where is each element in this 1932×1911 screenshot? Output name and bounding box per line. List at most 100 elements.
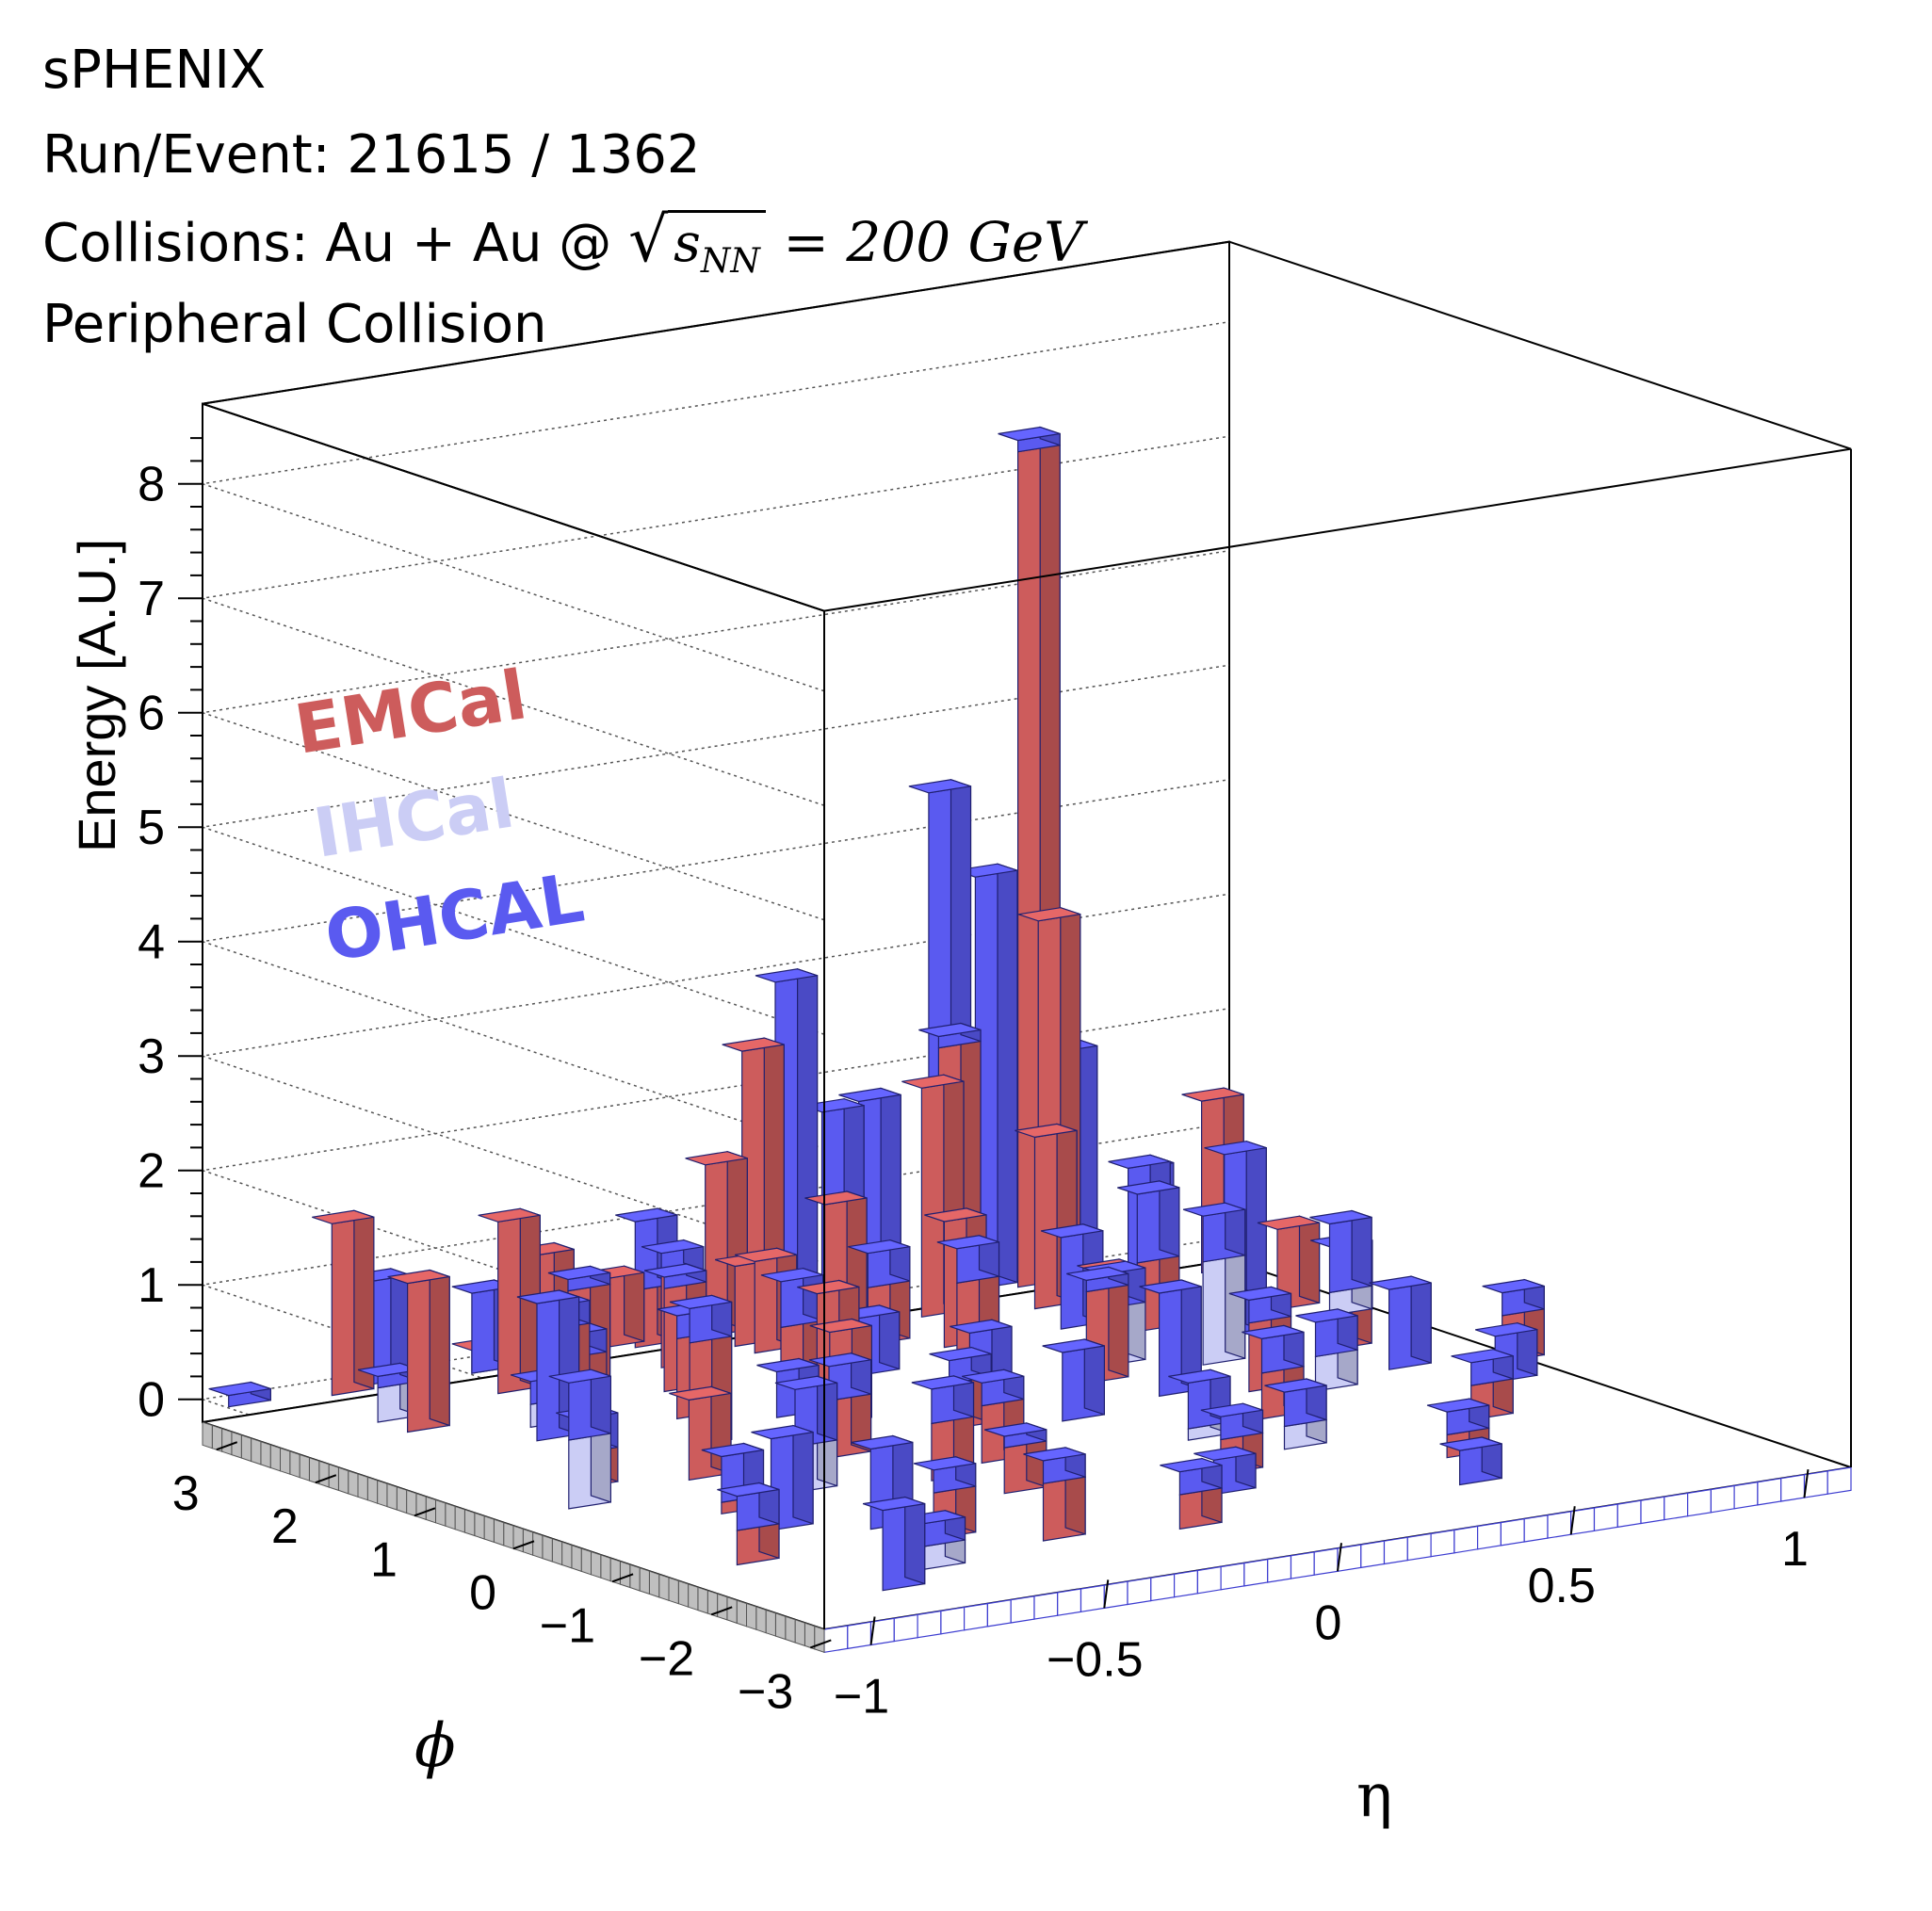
tower-top xyxy=(1181,1087,1244,1102)
floor-strip-phi xyxy=(785,1615,796,1644)
floor-strip-phi xyxy=(794,1619,805,1647)
floor-strip-eta xyxy=(1733,1481,1759,1510)
floor-strip-phi xyxy=(251,1437,262,1466)
floor-strip-phi xyxy=(260,1440,271,1469)
tower-top xyxy=(1018,907,1080,922)
floor-strip-eta xyxy=(1150,1573,1176,1602)
floor-strip-phi xyxy=(240,1434,252,1463)
eta-tick-label: −0.5 xyxy=(1047,1632,1144,1687)
floor-strip-phi xyxy=(688,1583,699,1611)
tower-side-emcal xyxy=(1108,1277,1129,1378)
floor-strip-phi xyxy=(503,1521,514,1549)
tower-top xyxy=(797,1279,860,1295)
tower-top xyxy=(924,1207,987,1223)
floor-strip-phi xyxy=(357,1473,368,1501)
floor-strip-phi xyxy=(318,1460,330,1488)
tower-top xyxy=(1439,1436,1502,1451)
floor-strip-eta xyxy=(1547,1511,1572,1539)
floor-strip-eta xyxy=(986,1598,1012,1628)
tower-top xyxy=(615,1207,678,1223)
tower-top xyxy=(701,1442,764,1458)
z-tick-label: 7 xyxy=(138,572,165,626)
tower-top xyxy=(1482,1278,1545,1294)
floor-strip-phi xyxy=(386,1482,398,1511)
floor-strip-phi xyxy=(658,1573,670,1601)
tower-top xyxy=(918,1022,982,1038)
tower-top xyxy=(901,1074,965,1089)
z-tick-label: 6 xyxy=(138,687,165,741)
floor-strip-eta xyxy=(893,1613,918,1643)
floor-strip-eta xyxy=(1616,1499,1642,1529)
phi-tick xyxy=(512,1540,535,1550)
plot-box-front xyxy=(202,240,1852,1629)
tower-top xyxy=(804,1190,868,1206)
tower-top xyxy=(641,1239,704,1255)
top-front-edge xyxy=(823,447,1852,612)
tower-top xyxy=(962,1368,1024,1384)
eta-tick-label: −1 xyxy=(834,1669,889,1724)
floor-strip-eta xyxy=(1406,1532,1432,1562)
tower-top xyxy=(1015,1123,1078,1139)
tower-top xyxy=(722,1037,785,1052)
floor-strip-phi xyxy=(571,1544,582,1573)
floor-strip-phi xyxy=(406,1489,417,1517)
tower-top xyxy=(1139,1279,1202,1294)
eta-tick xyxy=(1569,1506,1576,1535)
floor-strip-phi xyxy=(774,1612,787,1641)
tower-top xyxy=(1117,1180,1180,1195)
floor-strip-phi xyxy=(814,1625,825,1653)
tower-top xyxy=(357,1362,420,1378)
tower xyxy=(955,863,1018,1290)
legend-ohcal: OHCAL xyxy=(320,858,590,977)
tower-top xyxy=(936,1235,999,1250)
tower xyxy=(1042,1338,1106,1422)
tower-top xyxy=(1228,1286,1291,1302)
floor-strip-phi xyxy=(677,1579,690,1608)
tower xyxy=(774,1375,838,1494)
tower-side-ohcal xyxy=(796,967,819,1320)
tower-top xyxy=(548,1368,611,1384)
floor-strip-phi xyxy=(366,1476,379,1504)
tower-top xyxy=(809,1318,872,1334)
floor-strip-phi xyxy=(308,1457,320,1485)
eta-tick xyxy=(1103,1579,1110,1609)
tower-top xyxy=(1204,1141,1267,1156)
floor-strip-phi xyxy=(415,1492,427,1521)
collisions-label: Collisions: Au + Au @ √ sNN = 200 GeV xyxy=(42,198,1361,283)
tower-top xyxy=(1451,1349,1514,1364)
z-axis-label: Energy [A.U.] xyxy=(67,539,126,852)
floor-strip-eta xyxy=(1826,1466,1852,1495)
floor-strip-eta xyxy=(1010,1595,1035,1624)
tower-top xyxy=(848,1239,911,1255)
floor-strip-phi xyxy=(648,1570,660,1598)
eta-tick xyxy=(869,1616,876,1645)
tower-top xyxy=(1369,1275,1432,1290)
floor-strip-eta xyxy=(1173,1569,1199,1598)
eta-tick-label: 0 xyxy=(1315,1595,1342,1650)
z-tick-label: 4 xyxy=(138,915,165,970)
tower-top xyxy=(312,1209,375,1224)
tower xyxy=(1439,1436,1502,1486)
tower-top xyxy=(1168,1368,1231,1385)
floor-strip-eta xyxy=(1430,1529,1455,1558)
tower xyxy=(478,1207,541,1395)
experiment-name: sPHENIX xyxy=(42,40,267,101)
tower xyxy=(808,1352,872,1459)
tower-top xyxy=(1200,1402,1263,1417)
floor-strip-phi xyxy=(542,1534,553,1563)
tower-side-emcal xyxy=(429,1269,450,1427)
eta-axis-label: η xyxy=(1356,1761,1392,1831)
z-tick-label: 5 xyxy=(138,801,165,855)
floor-strip-phi xyxy=(337,1466,349,1495)
floor-strip-eta xyxy=(823,1625,849,1654)
floor-strip-phi xyxy=(726,1595,738,1625)
eta-tick-label: 1 xyxy=(1781,1522,1809,1577)
tower xyxy=(1193,1446,1257,1496)
tower xyxy=(862,1496,926,1592)
tower-top xyxy=(735,1247,797,1263)
tower-top xyxy=(998,426,1061,442)
tower-top xyxy=(547,1265,610,1281)
tower-top xyxy=(1160,1457,1223,1473)
floor-strip-eta xyxy=(1057,1588,1082,1616)
tower-top xyxy=(1264,1378,1327,1393)
